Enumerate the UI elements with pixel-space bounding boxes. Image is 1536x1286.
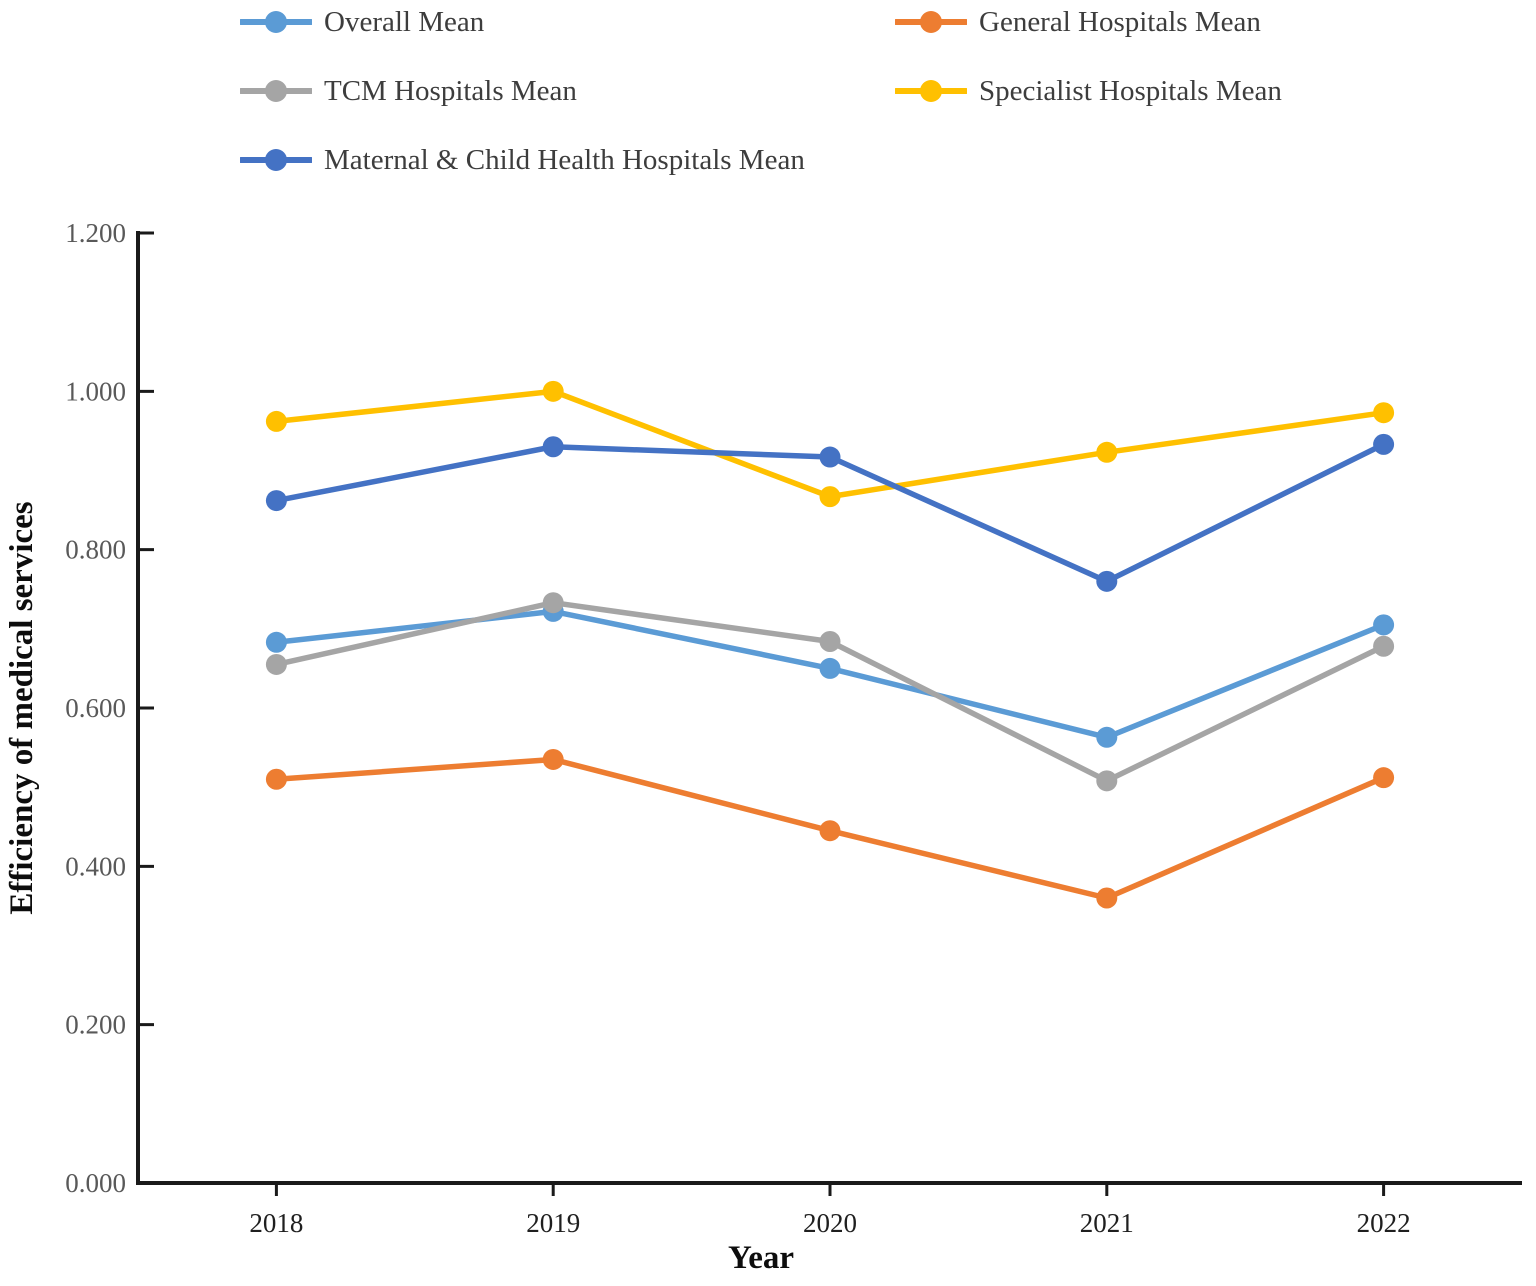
data-point-marker (1373, 614, 1395, 636)
data-point-marker (819, 657, 841, 679)
y-tick-label: 0.600 (65, 693, 126, 723)
y-tick-label: 1.000 (65, 376, 126, 406)
data-point-marker (819, 820, 841, 842)
data-point-marker (542, 380, 564, 402)
legend-line-marker-icon (895, 11, 967, 33)
y-axis-ticks: 0.000 0.200 0.400 0.600 0.800 1.000 1.200 (65, 218, 154, 1198)
data-point-marker (265, 410, 287, 432)
series-3 (265, 592, 1395, 792)
x-tick-label: 2020 (803, 1208, 857, 1238)
data-point-marker (1096, 770, 1118, 792)
data-point-marker (819, 631, 841, 652)
data-point-marker (1373, 433, 1395, 455)
legend-item-3: TCM Hospitals Mean (240, 73, 895, 109)
data-point-marker (819, 446, 841, 468)
legend-line-marker-icon (895, 80, 967, 102)
legend-label: General Hospitals Mean (979, 5, 1261, 38)
legend-label: Specialist Hospitals Mean (979, 74, 1282, 107)
x-tick-label: 2018 (249, 1208, 303, 1238)
x-axis-title: Year (728, 1240, 794, 1276)
data-point-marker (819, 486, 841, 508)
legend-line-marker-icon (240, 11, 312, 33)
data-point-marker (265, 631, 287, 653)
series-2 (265, 748, 1395, 909)
y-tick-label: 0.400 (65, 851, 126, 881)
y-tick-label: 1.200 (65, 218, 126, 248)
legend-item-1: Overall Mean (240, 4, 895, 40)
series-line (273, 388, 1387, 500)
data-point-marker (1096, 570, 1118, 592)
axes (136, 231, 1522, 1185)
x-axis-ticks: 2018 2019 2020 2021 2022 (249, 1183, 1411, 1238)
x-tick-label: 2022 (1357, 1208, 1411, 1238)
series-4 (265, 380, 1395, 508)
legend-item-5: Maternal & Child Health Hospitals Mean (240, 142, 895, 178)
data-point-marker (1373, 402, 1395, 424)
data-point-marker (542, 592, 564, 614)
legend-label: Overall Mean (324, 5, 485, 38)
data-point-marker (1096, 441, 1118, 463)
legend-item-2: General Hospitals Mean (895, 4, 1282, 40)
y-tick-label: 0.000 (65, 1168, 126, 1198)
data-point-marker (542, 436, 564, 458)
legend-label: TCM Hospitals Mean (324, 74, 577, 107)
x-tick-label: 2021 (1080, 1208, 1134, 1238)
x-tick-label: 2019 (526, 1208, 580, 1238)
data-point-marker (265, 490, 287, 512)
data-point-marker (1373, 767, 1395, 789)
data-point-marker (542, 748, 564, 770)
data-point-marker (265, 768, 287, 790)
legend-item-4: Specialist Hospitals Mean (895, 73, 1282, 109)
legend-line-marker-icon (240, 80, 312, 102)
chart-legend: Overall Mean General Hospitals Mean TCM Ho… (240, 4, 1282, 178)
data-point-marker (1373, 635, 1395, 657)
series-5 (265, 433, 1395, 592)
legend-line-marker-icon (240, 149, 312, 171)
y-tick-label: 0.200 (65, 1010, 126, 1040)
y-tick-label: 0.800 (65, 535, 126, 565)
legend-label: Maternal & Child Health Hospitals Mean (324, 143, 805, 176)
data-point-marker (1096, 887, 1118, 909)
data-point-marker (265, 653, 287, 675)
data-point-marker (1096, 726, 1118, 748)
